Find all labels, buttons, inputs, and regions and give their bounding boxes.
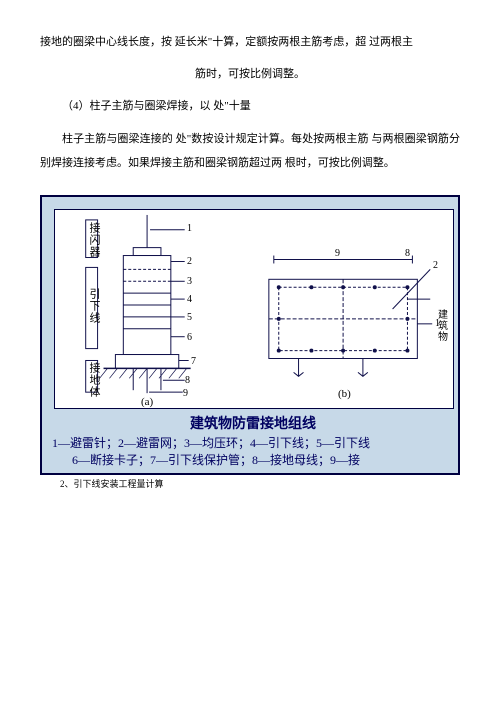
- caption-legend-1: 1—避雷针；2—避雷网；3—均压环；4—引下线；5—引下线: [52, 435, 454, 452]
- label-7: 7: [191, 356, 196, 367]
- label-1: 1: [187, 223, 192, 234]
- technical-drawing: [55, 210, 453, 408]
- side-bot: 接地体: [86, 362, 102, 398]
- paragraph-1: 接地的圈梁中心线长度，按 延长米"十算，定额按两根主筋考虑，超 过两根主: [40, 30, 460, 54]
- caption-legend-2: 6—断接卡子；7—引下线保护管；8—接地母线；9—接: [52, 452, 454, 469]
- side-right: 建筑物: [438, 310, 450, 343]
- caption-title: 建筑物防雷接地组线: [52, 413, 454, 433]
- label-4: 4: [187, 294, 192, 305]
- diagram-canvas: 1 2 3 4 5 6 7 8 9 9 8 2 1 (a) (b) 接闪器 引下…: [54, 209, 454, 409]
- paragraph-3: 柱子主筋与圈梁连接的 处"数按设计规定计算。每处按两根主筋 与两根圈梁钢筋分别焊…: [40, 127, 460, 175]
- label-b2: 2: [433, 260, 438, 271]
- paragraph-1b: 筋时，可按比例调整。: [40, 62, 460, 86]
- sublabel-b: (b): [338, 388, 351, 400]
- label-9: 9: [183, 388, 188, 399]
- paragraph-2: （4）柱子主筋与圈梁焊接，以 处"十量: [40, 94, 460, 118]
- sublabel-a: (a): [141, 396, 153, 408]
- label-6: 6: [187, 332, 192, 343]
- label-3: 3: [187, 276, 192, 287]
- diagram-caption: 建筑物防雷接地组线 1—避雷针；2—避雷网；3—均压环；4—引下线；5—引下线 …: [52, 413, 454, 469]
- diagram-container: 1 2 3 4 5 6 7 8 9 9 8 2 1 (a) (b) 接闪器 引下…: [40, 195, 460, 475]
- label-8: 8: [185, 375, 190, 386]
- label-b8: 8: [405, 248, 410, 259]
- label-b9: 9: [335, 248, 340, 259]
- label-5: 5: [187, 312, 192, 323]
- label-2: 2: [187, 256, 192, 267]
- side-top: 接闪器: [86, 222, 102, 258]
- side-mid: 引下线: [86, 288, 102, 324]
- footer-note: 2、引下线安装工程量计算: [60, 477, 460, 490]
